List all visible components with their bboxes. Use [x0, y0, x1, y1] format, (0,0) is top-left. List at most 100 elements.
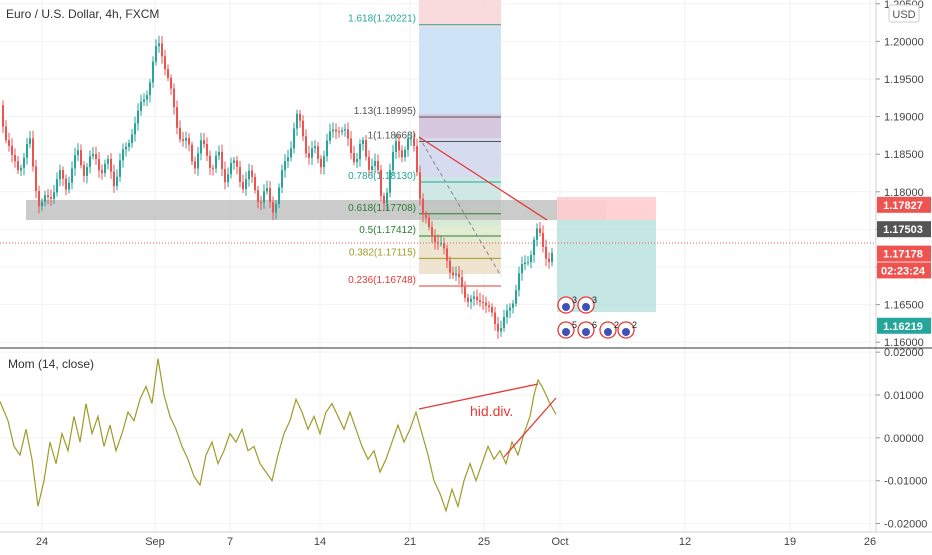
economic-event-icons[interactable]: 3 3 5 6 2 2 — [557, 295, 637, 339]
momentum-axis[interactable]: 0.02000 0.01000 0.00000 -0.01000 -0.02000 — [876, 347, 927, 531]
candle-body — [344, 129, 346, 131]
candle-body — [281, 170, 283, 188]
indicator-title[interactable]: Mom (14, close) — [8, 357, 94, 371]
candle-body — [377, 161, 379, 171]
candle-body — [386, 192, 388, 204]
candle-body — [350, 138, 352, 154]
candle-body — [500, 328, 502, 332]
time-tick-label: 19 — [784, 536, 796, 548]
candle-body — [227, 174, 229, 183]
candle-body — [506, 310, 508, 318]
candle-body — [206, 144, 208, 156]
price-label-box — [877, 196, 931, 213]
candle-body — [38, 191, 40, 207]
candle-body — [275, 204, 277, 213]
candle-body — [341, 130, 343, 133]
candle-body — [299, 113, 301, 121]
candle-body — [29, 138, 31, 145]
support-zone[interactable] — [26, 200, 606, 220]
candle-body — [332, 129, 334, 132]
candle-body — [80, 150, 82, 166]
candle-body — [383, 195, 385, 204]
candle-body — [389, 170, 391, 193]
candle-body — [179, 127, 181, 140]
candle-body — [161, 43, 163, 57]
candle-body — [128, 143, 130, 147]
candle-body — [290, 148, 292, 158]
candle-body — [521, 264, 523, 274]
candle-body — [494, 312, 496, 324]
candle-body — [248, 170, 250, 180]
event-count: 5 — [572, 320, 577, 330]
divergence-line-bottom[interactable] — [503, 397, 557, 458]
time-tick-label: 26 — [864, 536, 876, 548]
candle-body — [140, 101, 142, 111]
candle-body — [11, 145, 13, 155]
price-label-text: 1.17503 — [883, 224, 923, 236]
candle-body — [311, 148, 313, 158]
candle-body — [209, 155, 211, 168]
candle-body — [272, 202, 274, 213]
fib-level-label: 1(1.18668) — [368, 131, 416, 142]
candle-body — [14, 154, 16, 162]
fib-level-label: 0.618(1.17708) — [348, 203, 416, 214]
candle-body — [17, 161, 19, 171]
time-tick-label: Oct — [551, 536, 568, 548]
candle-body — [317, 146, 319, 159]
candle-body — [287, 157, 289, 162]
candle-body — [269, 188, 271, 203]
candle-body — [347, 129, 349, 139]
momentum-tick-label: 0.00000 — [884, 433, 924, 445]
fib-level-label: 1.13(1.18995) — [354, 106, 416, 117]
candle-body — [284, 161, 286, 171]
candle-body — [410, 138, 412, 140]
candle-body — [185, 138, 187, 141]
downtrend-line[interactable] — [418, 136, 548, 221]
candle-body — [488, 305, 490, 308]
candle-body — [125, 146, 127, 150]
divergence-line-top[interactable] — [418, 383, 539, 410]
candle-body — [65, 178, 67, 190]
symbol-title[interactable]: Euro / U.S. Dollar, 4h, FXCM — [6, 7, 159, 21]
price-tick-label: 1.18000 — [884, 187, 924, 199]
candle-body — [476, 296, 478, 301]
candle-body — [221, 151, 223, 170]
candle-body — [86, 167, 88, 176]
candle-body — [326, 140, 328, 157]
momentum-tick-label: 0.01000 — [884, 390, 924, 402]
candle-body — [359, 144, 361, 160]
candle-body — [431, 227, 433, 237]
time-axis[interactable]: 24 Sep 7 14 21 25 Oct 12 19 26 — [36, 536, 876, 548]
candle-body — [122, 149, 124, 161]
candle-body — [266, 188, 268, 192]
candle-body — [224, 169, 226, 183]
candle-body — [92, 154, 94, 157]
candle-body — [197, 153, 199, 169]
candle-body — [251, 170, 253, 177]
price-label-box — [877, 262, 931, 279]
currency-badge[interactable] — [888, 4, 920, 23]
candle-body — [173, 88, 175, 108]
candle-body — [26, 144, 28, 158]
fib-zone-lavender — [419, 138, 501, 177]
candle-body — [182, 139, 184, 141]
candle-body — [458, 273, 460, 278]
price-labels: 1.17827 1.17503 1.17178 02:23:24 1.16219 — [877, 196, 931, 334]
candle-body — [242, 181, 244, 190]
candle-body — [449, 260, 451, 273]
long-position-tool[interactable] — [557, 197, 656, 312]
candle-body — [542, 232, 544, 247]
candle-body — [428, 217, 430, 228]
price-label-box — [877, 221, 931, 238]
candle-body — [455, 273, 457, 276]
candle-body — [443, 243, 445, 249]
time-tick-label: 14 — [314, 536, 326, 548]
candle-body — [254, 176, 256, 191]
candle-body — [413, 138, 415, 147]
event-flag-icon — [582, 328, 590, 336]
candle-body — [512, 303, 514, 308]
candle-body — [323, 156, 325, 168]
candle-body — [116, 176, 118, 187]
candle-body — [50, 197, 52, 199]
